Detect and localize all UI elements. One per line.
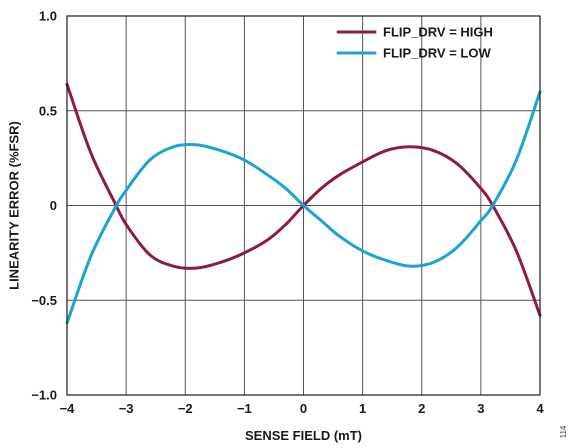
y-tick-label: 0.5 [39, 103, 57, 118]
x-tick-label: −2 [178, 401, 193, 416]
x-tick-label: −3 [119, 401, 134, 416]
y-tick-label: 1.0 [39, 9, 57, 24]
legend-label: FLIP_DRV = HIGH [383, 25, 493, 40]
y-tick-label: −0.5 [31, 293, 57, 308]
x-tick-label: 4 [536, 401, 544, 416]
series-line-flip-drv-low [65, 90, 542, 325]
x-axis-label: SENSE FIELD (mT) [245, 428, 362, 443]
x-tick-label: 0 [300, 401, 307, 416]
x-tick-label: −4 [60, 401, 76, 416]
x-tick-label: −1 [237, 401, 252, 416]
legend: FLIP_DRV = HIGH FLIP_DRV = LOW [336, 25, 493, 61]
x-tick-label: 3 [477, 401, 484, 416]
series-lines [65, 82, 542, 325]
figure-number: 114 [559, 425, 568, 438]
y-axis-label: LINEARITY ERROR (%FSR) [7, 121, 22, 290]
x-tick-label: 1 [359, 401, 366, 416]
legend-label: FLIP_DRV = LOW [383, 46, 491, 61]
plot-frame [66, 15, 541, 396]
x-tick-label: 2 [418, 401, 425, 416]
y-tick-label: 0 [50, 198, 57, 213]
y-tick-label: −1.0 [31, 388, 57, 403]
x-tick-labels: −4 −3 −2 −1 0 1 2 3 4 [60, 401, 545, 416]
y-tick-labels: −1.0 −0.5 0 0.5 1.0 [31, 9, 57, 403]
